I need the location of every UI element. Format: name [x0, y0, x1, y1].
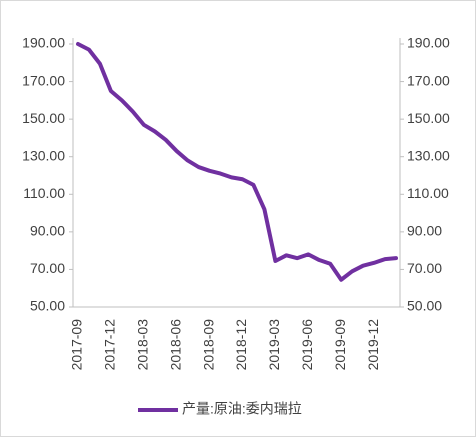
x-tick-label: 2019-09	[332, 319, 348, 371]
y-tick-label: 90.00	[30, 223, 65, 239]
x-tick-label: 2019-06	[299, 319, 315, 371]
x-tick-label: 2018-12	[233, 319, 249, 371]
y2-tick-label: 50.00	[407, 298, 442, 314]
y-tick-label: 170.00	[22, 72, 65, 88]
y-tick-label: 110.00	[23, 185, 65, 201]
data-line	[76, 42, 398, 282]
y2-tick-label: 150.00	[407, 110, 450, 126]
x-tick-label: 2017-12	[102, 319, 118, 371]
x-tick-label: 2018-06	[167, 319, 183, 371]
legend-label: 产量:原油:委内瑞拉	[182, 401, 302, 417]
y2-tick-label: 170.00	[407, 72, 450, 88]
x-tick-label: 2018-09	[200, 319, 216, 371]
x-tick-label: 2018-03	[134, 319, 150, 371]
y2-tick-label: 190.00	[407, 35, 450, 51]
y2-tick-label: 70.00	[407, 260, 442, 276]
y2-tick-label: 130.00	[407, 147, 450, 163]
y-tick-label: 70.00	[30, 260, 65, 276]
y-tick-label: 50.00	[30, 298, 65, 314]
y-tick-label: 150.00	[22, 110, 65, 126]
y2-tick-label: 90.00	[407, 223, 442, 239]
x-tick-label: 2019-12	[365, 319, 381, 371]
y2-tick-label: 110.00	[407, 185, 449, 201]
y-tick-label: 190.00	[22, 35, 65, 51]
x-tick-label: 2019-03	[266, 319, 282, 371]
x-tick-label: 2017-09	[69, 319, 85, 371]
y-tick-label: 130.00	[22, 147, 65, 163]
